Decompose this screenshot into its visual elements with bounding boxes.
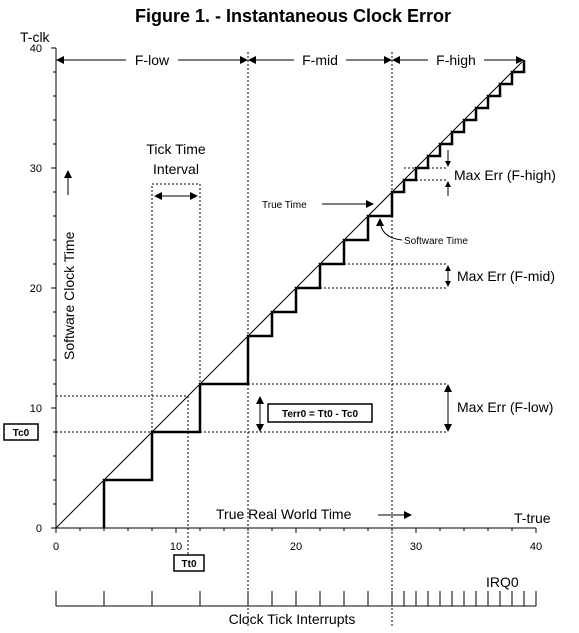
y-tick-label: 30 (30, 163, 42, 175)
x-tick-label: 20 (290, 541, 302, 553)
y-title-arrowhead (64, 170, 72, 178)
region-label-high: F-high (436, 52, 476, 68)
x-tick-label: 10 (170, 541, 182, 553)
tick-interval-box (151, 183, 201, 433)
x-axis-ticks: 0 10 20 30 40 (53, 528, 542, 553)
y-axis-label: T-clk (20, 29, 51, 45)
max-err-mid-label: Max Err (F-mid) (457, 268, 555, 284)
true-time-line (55, 59, 525, 529)
region-arrows (56, 56, 524, 64)
tick-interval-label-2: Interval (153, 161, 199, 177)
x-axis-label: T-true (514, 510, 551, 526)
interrupt-ticks (55, 591, 537, 606)
x-title-arrowhead (404, 511, 412, 519)
irq-label: IRQ0 (486, 574, 519, 590)
max-err-markers (256, 150, 452, 432)
interrupts-label: Clock Tick Interrupts (229, 611, 356, 627)
y-title: Software Clock Time (61, 231, 77, 360)
y-tick-label: 0 (36, 523, 42, 535)
tc0-label: Tc0 (13, 428, 30, 439)
x-tick-label: 30 (410, 541, 422, 553)
software-clock-path (102, 60, 526, 528)
y-axis-ticks: 0 10 20 30 40 (30, 43, 56, 535)
x-title: True Real World Time (216, 506, 352, 522)
terr-formula-box (267, 403, 373, 423)
region-label-mid: F-mid (302, 52, 338, 68)
tt0-box (173, 554, 205, 572)
tick-interval-label-1: Tick Time (146, 141, 206, 157)
max-err-high-label: Max Err (F-high) (454, 167, 556, 183)
y-tick-label: 10 (30, 403, 42, 415)
software-time-label: Software Time (404, 236, 468, 247)
x-tick-label: 0 (53, 541, 59, 553)
software-clock-staircase (102, 60, 526, 528)
terr-formula: Terr0 = Tt0 - Tc0 (282, 409, 358, 420)
y-tick-label: 20 (30, 283, 42, 295)
tc0-box (3, 423, 39, 441)
true-time-label: True Time (262, 200, 307, 211)
tt0-label: Tt0 (182, 559, 197, 570)
max-err-low-label: Max Err (F-low) (457, 399, 553, 415)
y-tick-label: 40 (30, 43, 42, 55)
region-label-low: F-low (135, 52, 170, 68)
figure-title: Figure 1. - Instantaneous Clock Error (135, 6, 451, 26)
x-tick-label: 40 (530, 541, 542, 553)
